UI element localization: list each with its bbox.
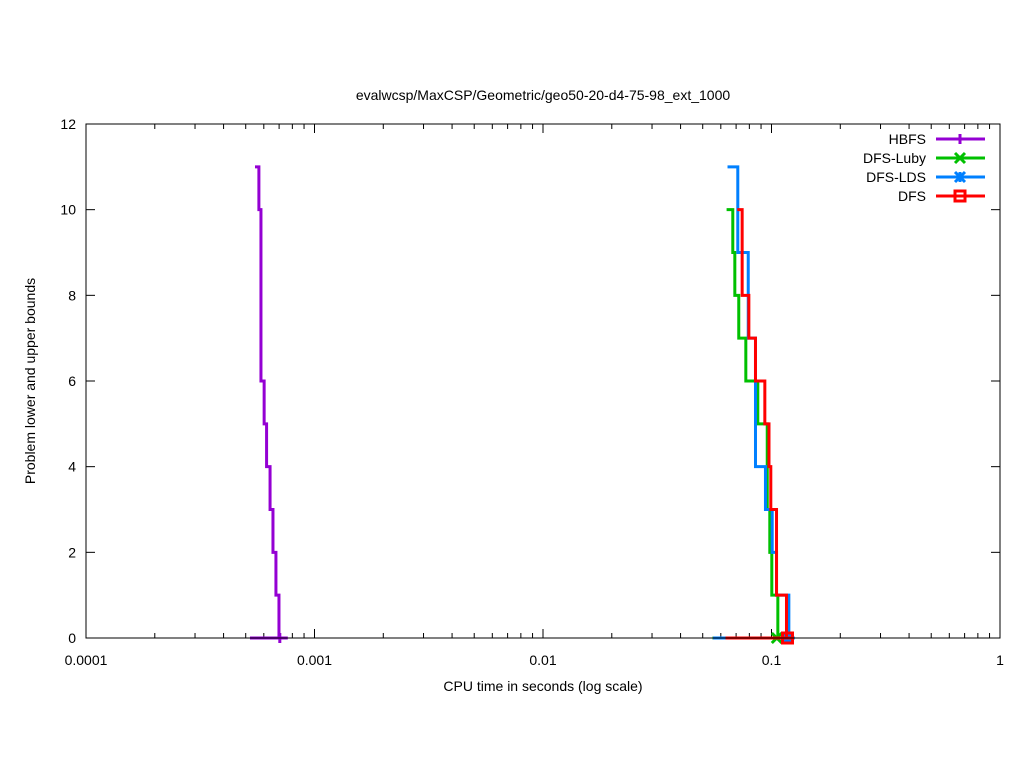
y-tick-label: 0 [68, 630, 76, 646]
legend-entry: DFS-LDS [866, 169, 985, 185]
axes: 0 2 4 6 8 10 12 0.0001 0.001 0.01 0.1 1 [60, 116, 1004, 668]
legend-label: DFS-Luby [863, 150, 926, 166]
y-tick-label: 4 [68, 459, 76, 475]
x-axis-label: CPU time in seconds (log scale) [443, 678, 642, 694]
legend-label: HBFS [889, 131, 926, 147]
plot-border [85, 123, 1001, 639]
plot-area [249, 165, 795, 645]
upper-bound-steps [737, 208, 788, 638]
legend-entry: DFS-Luby [863, 150, 985, 166]
legend-entry: HBFS [889, 131, 985, 147]
legend-entry: DFS [898, 188, 985, 204]
x-tick-label: 1 [996, 652, 1004, 668]
y-axis-label: Problem lower and upper bounds [22, 278, 38, 484]
legend-label: DFS-LDS [866, 169, 926, 185]
legend-marker [953, 170, 967, 184]
x-tick-label: 0.1 [762, 652, 782, 668]
upper-bound-steps [254, 165, 281, 638]
chart-title: evalwcsp/MaxCSP/Geometric/geo50-20-d4-75… [356, 87, 731, 103]
x-tick-label: 0.01 [529, 652, 556, 668]
series-hbfs [249, 165, 288, 643]
x-tick-label: 0.001 [297, 652, 332, 668]
series-dfs-lds [713, 165, 795, 645]
x-tick-label: 0.0001 [65, 652, 108, 668]
legend-marker [955, 134, 965, 144]
y-tick-label: 12 [60, 116, 76, 132]
legend: HBFS DFS-Luby DFS-LDS DFS [863, 131, 985, 204]
legend-marker [953, 189, 967, 203]
legend-marker [953, 151, 967, 165]
legend-label: DFS [898, 188, 926, 204]
y-tick-label: 10 [60, 202, 76, 218]
y-tick-label: 6 [68, 373, 76, 389]
y-tick-label: 8 [68, 287, 76, 303]
y-tick-label: 2 [68, 544, 76, 560]
